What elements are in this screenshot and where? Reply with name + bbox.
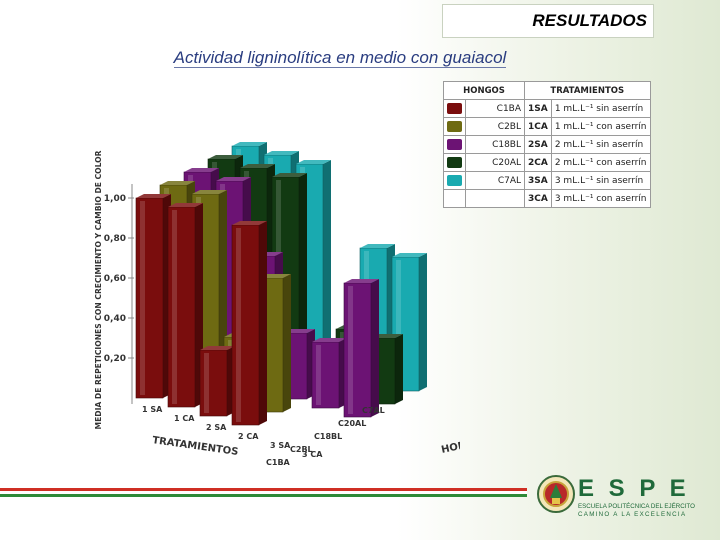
legend-treatment-desc: 1 mL.L⁻¹ con aserrín	[550, 117, 651, 136]
legend-swatch	[447, 103, 462, 114]
espe-crest-icon	[537, 475, 575, 513]
x-axis-label: TRATAMIENTOS	[152, 435, 239, 458]
chart-subtitle-text: Actividad ligninolítica en medio con gua…	[173, 48, 507, 68]
bar-top	[312, 338, 347, 342]
bar-top	[136, 194, 171, 198]
bar-top	[232, 221, 267, 225]
bar-highlight	[348, 286, 353, 414]
bar-top	[296, 160, 331, 164]
footer-stripe-green	[0, 494, 527, 497]
legend-row: C20AL 2CA 2 mL.L⁻¹ con aserrín	[443, 153, 651, 172]
bar-highlight	[204, 353, 209, 413]
legend-fungus-name: C18BL	[465, 135, 525, 154]
bar-side	[323, 160, 331, 364]
bar-highlight	[316, 345, 321, 405]
z-series-label: C1BA	[266, 458, 291, 467]
espe-line2: CAMINO A LA EXCELENCIA	[578, 511, 686, 518]
legend-fungus-name: C20AL	[465, 153, 525, 172]
legend-treatment-code: 3SA	[524, 171, 552, 190]
y-tick-label: 0,80	[104, 234, 126, 244]
y-tick-label: 0,40	[104, 314, 126, 324]
z-series-label: C7AL	[362, 406, 385, 415]
x-category-label: 1 CA	[174, 414, 195, 423]
bar-top	[168, 203, 203, 207]
bar-side	[259, 221, 267, 425]
z-series-label: C18BL	[314, 432, 342, 441]
footer-stripes	[0, 488, 527, 498]
y-tick-label: 0,20	[104, 354, 126, 364]
bar-highlight	[172, 210, 177, 404]
bar-top	[240, 164, 275, 168]
z-axis-label: HONGOS	[440, 435, 460, 456]
legend-fungus-name: C7AL	[465, 171, 525, 190]
espe-line1: ESCUELA POLITÉCNICA DEL EJÉRCITO	[578, 503, 695, 510]
bar-highlight	[396, 260, 401, 388]
legend-swatch	[447, 121, 462, 132]
legend-swatch	[447, 175, 462, 186]
bar-highlight	[236, 228, 241, 422]
footer-stripe-white	[0, 491, 527, 494]
chart-axes	[128, 184, 134, 404]
legend-treatments-header: TRATAMIENTOS	[524, 81, 651, 100]
bar-side	[395, 334, 403, 404]
y-axis-label: MEDIA DE REPETICIONES CON CRECIMIENTO Y …	[94, 150, 103, 429]
legend-fungi-header: HONGOS	[443, 81, 525, 100]
legend-table: HONGOS TRATAMIENTOS C1BA 1SA 1 mL.L⁻¹ sin …	[443, 81, 651, 208]
espe-logo: E S P E ESCUELA POLITÉCNICA DEL EJÉRCITO…	[537, 475, 695, 518]
legend-treatment-desc: 3 mL.L⁻¹ sin aserrín	[550, 171, 651, 190]
footer-stripe-red	[0, 488, 527, 491]
bar-side	[283, 274, 291, 412]
legend-row: C1BA 1SA 1 mL.L⁻¹ sin aserrín	[443, 99, 651, 118]
bar-top	[264, 151, 299, 155]
legend-treatment-code: 2SA	[524, 135, 552, 154]
chart-bars	[135, 142, 427, 426]
z-series-label: C20AL	[338, 419, 366, 428]
bar-top	[272, 173, 307, 177]
legend-treatment-code: 1CA	[524, 117, 552, 136]
chart-subtitle: Actividad ligninolítica en medio con gua…	[0, 48, 680, 68]
x-category-label: 2 SA	[206, 423, 227, 432]
y-tick-label: 1,00	[104, 194, 126, 204]
legend-swatch	[447, 139, 462, 150]
bar-side	[419, 253, 427, 391]
bar-top	[392, 253, 427, 257]
x-category-label: 1 SA	[142, 405, 163, 414]
legend-treatment-desc: 2 mL.L⁻¹ con aserrín	[550, 153, 651, 172]
z-series-label: C2BL	[290, 445, 313, 454]
legend-fungus-name: C2BL	[465, 117, 525, 136]
slide-title: RESULTADOS	[442, 4, 654, 38]
bar-top	[344, 279, 379, 283]
legend-treatment-desc: 3 mL.L⁻¹ con aserrín	[550, 189, 651, 208]
legend-row: 3CA 3 mL.L⁻¹ con aserrín	[443, 189, 651, 208]
bar-side	[299, 173, 307, 377]
legend-treatment-desc: 2 mL.L⁻¹ sin aserrín	[550, 135, 651, 154]
x-category-label: 2 CA	[238, 432, 259, 441]
bar-top	[184, 168, 219, 172]
bar-side	[371, 279, 379, 417]
bar-top	[200, 346, 235, 350]
bar-top	[216, 177, 251, 181]
legend-row: C18BL 2SA 2 mL.L⁻¹ sin aserrín	[443, 135, 651, 154]
legend-fungus-name: C1BA	[465, 99, 525, 118]
x-category-label: 3 CA	[302, 450, 323, 459]
legend-treatment-code: 2CA	[524, 153, 552, 172]
y-tick-label: 0,60	[104, 274, 126, 284]
bar-top	[208, 155, 243, 159]
legend-row: C7AL 3SA 3 mL.L⁻¹ sin aserrín	[443, 171, 651, 190]
bar-top	[192, 190, 227, 194]
bar-top	[360, 244, 395, 248]
legend-swatch	[447, 157, 462, 168]
bar-top	[232, 142, 267, 146]
bar-highlight	[140, 201, 145, 395]
legend-treatment-desc: 1 mL.L⁻¹ sin aserrín	[550, 99, 651, 118]
legend-row: C2BL 1CA 1 mL.L⁻¹ con aserrín	[443, 117, 651, 136]
espe-wordmark: E S P E	[578, 475, 690, 502]
legend-treatment-code: 1SA	[524, 99, 552, 118]
legend-treatment-code: 3CA	[524, 189, 552, 208]
bar-top	[160, 181, 195, 185]
x-category-label: 3 SA	[270, 441, 291, 450]
